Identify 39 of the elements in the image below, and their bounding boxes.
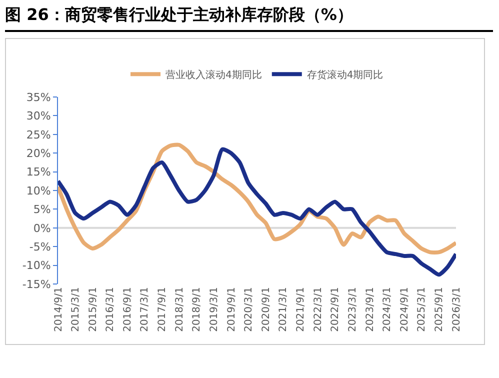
y-tick-label: 5% [33,203,51,216]
legend-label: 存货滚动4期同比 [306,69,384,81]
y-tick-label: -10% [22,259,51,272]
x-tick-label: 2025/3/1 [416,287,428,332]
x-tick-label: 2016/9/1 [122,287,134,332]
x-tick-label: 2022/3/1 [312,287,324,332]
x-tick-label: 2021/9/1 [296,287,307,332]
x-tick-label: 2026/3/1 [451,287,462,332]
x-tick-label: 2016/3/1 [105,287,116,332]
y-tick-label: 0% [33,222,51,235]
x-tick-label: 2018/9/1 [192,287,203,332]
y-tick-label: -15% [22,278,51,291]
x-tick-label: 2017/3/1 [140,287,151,332]
line-series [58,147,456,277]
y-tick-label: 20% [26,146,51,160]
x-tick-label: 2023/9/1 [364,287,376,332]
y-tick-label: 10% [26,184,51,198]
chart-title: 图 26：商贸零售行业处于主动补库存阶段（%） [5,2,493,32]
y-tick-label: -5% [29,240,51,254]
x-tick-label: 2024/9/1 [400,287,410,332]
x-tick-label: 2023/3/1 [347,287,358,332]
x-tick-label: 2024/3/1 [382,287,394,332]
y-tick-label: 35% [26,90,51,104]
x-tick-label: 2025/9/1 [434,287,446,332]
x-tick-label: 2019/3/1 [208,287,220,332]
x-tick-label: 2019/9/1 [226,287,238,332]
y-tick-label: 15% [26,166,51,179]
legend-label: 营业收入滚动4期同比 [166,69,262,81]
y-tick-label: 30% [26,110,51,123]
x-tick-label: 2020/3/1 [244,287,255,332]
x-tick-label: 2022/9/1 [330,287,342,332]
x-tick-label: 2021/3/1 [278,287,290,332]
x-tick-label: 2018/3/1 [174,287,186,332]
x-tick-label: 2015/9/1 [88,287,99,332]
x-tick-label: 2015/3/1 [70,287,82,332]
x-tick-label: 2014/9/1 [53,287,64,332]
x-tick-label: 2020/9/1 [261,287,272,332]
y-tick-label: 25% [26,128,51,142]
x-tick-label: 2017/9/1 [157,287,168,332]
